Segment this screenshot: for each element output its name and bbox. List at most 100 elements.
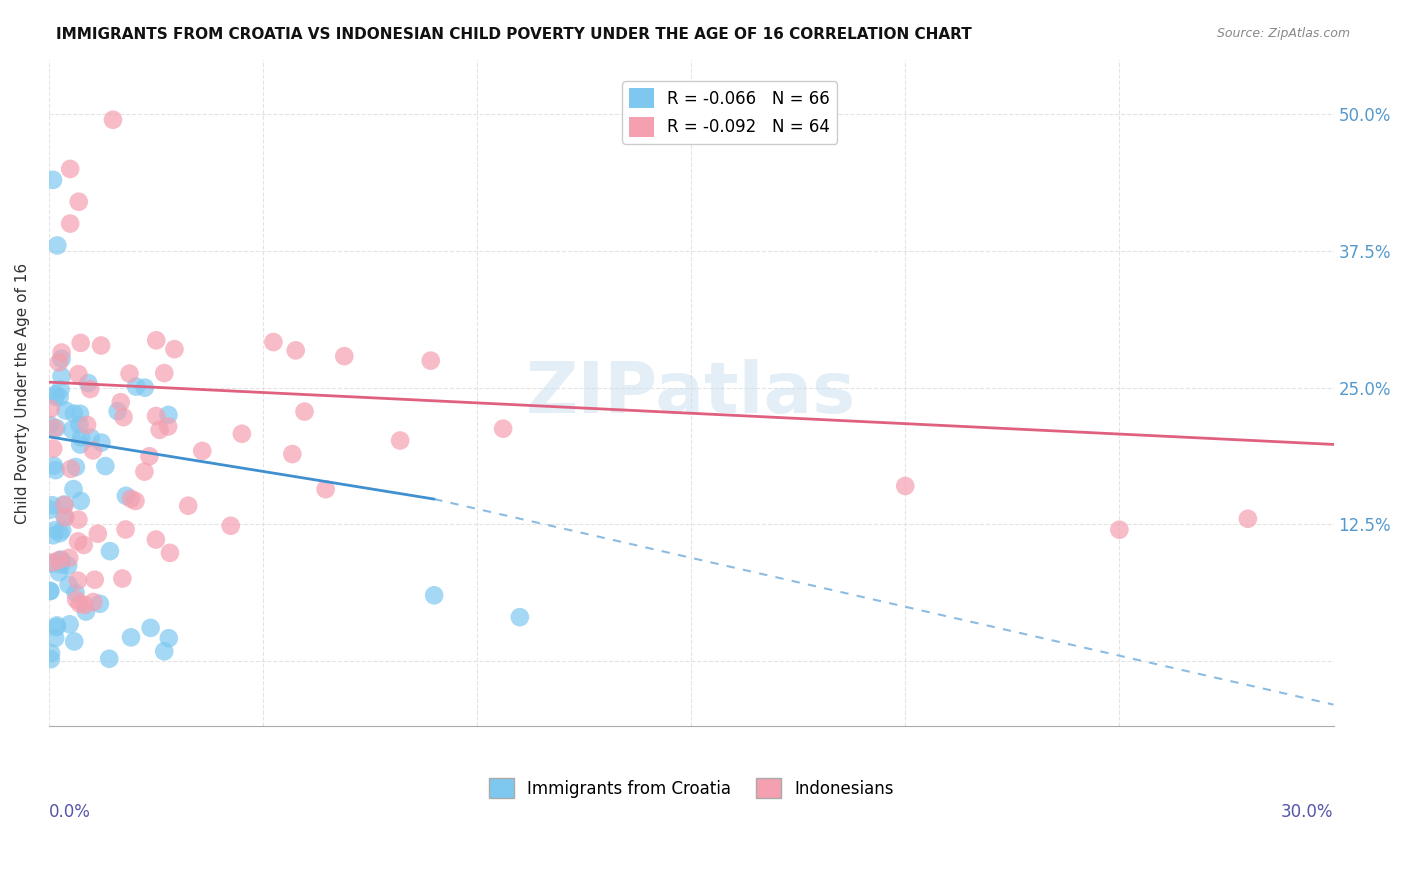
Point — [39, 652, 62, 666]
Point — [49, 526, 72, 541]
Point — [134, 381, 156, 395]
Point — [51, 523, 73, 537]
Text: IMMIGRANTS FROM CROATIA VS INDONESIAN CHILD POVERTY UNDER THE AGE OF 16 CORRELAT: IMMIGRANTS FROM CROATIA VS INDONESIAN CH… — [56, 27, 972, 42]
Point — [38, 417, 60, 432]
Point — [107, 404, 129, 418]
Point — [63, 407, 86, 421]
Legend: Immigrants from Croatia, Indonesians: Immigrants from Croatia, Indonesians — [482, 772, 900, 805]
Point — [423, 588, 446, 602]
Point — [44, 523, 66, 537]
Point — [65, 460, 87, 475]
Point — [51, 345, 73, 359]
Point — [59, 617, 82, 632]
Point — [262, 334, 284, 349]
Point — [75, 605, 97, 619]
Point — [58, 550, 80, 565]
Point — [219, 518, 242, 533]
Point — [333, 349, 356, 363]
Point — [315, 482, 337, 496]
Point — [56, 558, 79, 573]
Point — [46, 238, 69, 252]
Point — [82, 595, 104, 609]
Point — [39, 502, 62, 516]
Point — [53, 498, 76, 512]
Point — [159, 546, 181, 560]
Point — [894, 479, 917, 493]
Point — [79, 382, 101, 396]
Point — [90, 338, 112, 352]
Point — [59, 462, 82, 476]
Text: ZIPatlas: ZIPatlas — [526, 359, 856, 427]
Point — [51, 552, 73, 566]
Point — [101, 112, 124, 127]
Point — [42, 173, 65, 187]
Point — [80, 431, 103, 445]
Point — [69, 407, 91, 421]
Point — [115, 489, 138, 503]
Point — [67, 194, 90, 209]
Point — [281, 447, 304, 461]
Point — [76, 417, 98, 432]
Point — [45, 620, 67, 634]
Point — [83, 573, 105, 587]
Point — [389, 434, 412, 448]
Point — [284, 343, 307, 358]
Point — [157, 632, 180, 646]
Point — [163, 342, 186, 356]
Point — [69, 437, 91, 451]
Point — [153, 366, 176, 380]
Point — [120, 630, 142, 644]
Point — [112, 410, 135, 425]
Point — [62, 482, 84, 496]
Point — [44, 421, 66, 435]
Point — [157, 419, 180, 434]
Point — [124, 494, 146, 508]
Point — [110, 395, 132, 409]
Point — [98, 544, 121, 558]
Point — [45, 390, 67, 404]
Point — [134, 465, 156, 479]
Point — [111, 572, 134, 586]
Point — [39, 401, 62, 416]
Point — [67, 513, 90, 527]
Point — [59, 217, 82, 231]
Point — [63, 634, 86, 648]
Point — [65, 586, 87, 600]
Point — [191, 443, 214, 458]
Point — [69, 494, 91, 508]
Point — [45, 618, 67, 632]
Point — [69, 335, 91, 350]
Point — [77, 376, 100, 390]
Point — [492, 422, 515, 436]
Point — [60, 423, 83, 437]
Point — [89, 597, 111, 611]
Point — [48, 553, 70, 567]
Point — [39, 584, 62, 599]
Point — [59, 161, 82, 176]
Point — [42, 458, 65, 473]
Point — [53, 509, 76, 524]
Point — [231, 426, 253, 441]
Point — [69, 597, 91, 611]
Point — [51, 558, 73, 572]
Point — [145, 333, 167, 347]
Point — [73, 598, 96, 612]
Point — [138, 449, 160, 463]
Text: 30.0%: 30.0% — [1281, 803, 1333, 822]
Point — [1237, 512, 1260, 526]
Text: 0.0%: 0.0% — [49, 803, 90, 822]
Point — [67, 367, 90, 381]
Point — [44, 631, 66, 645]
Point — [58, 577, 80, 591]
Point — [49, 382, 72, 396]
Point — [177, 499, 200, 513]
Point — [94, 459, 117, 474]
Point — [509, 610, 531, 624]
Point — [67, 534, 90, 549]
Point — [419, 353, 441, 368]
Point — [41, 557, 63, 571]
Point — [42, 528, 65, 542]
Point — [66, 574, 89, 588]
Y-axis label: Child Poverty Under the Age of 16: Child Poverty Under the Age of 16 — [15, 262, 30, 524]
Point — [114, 523, 136, 537]
